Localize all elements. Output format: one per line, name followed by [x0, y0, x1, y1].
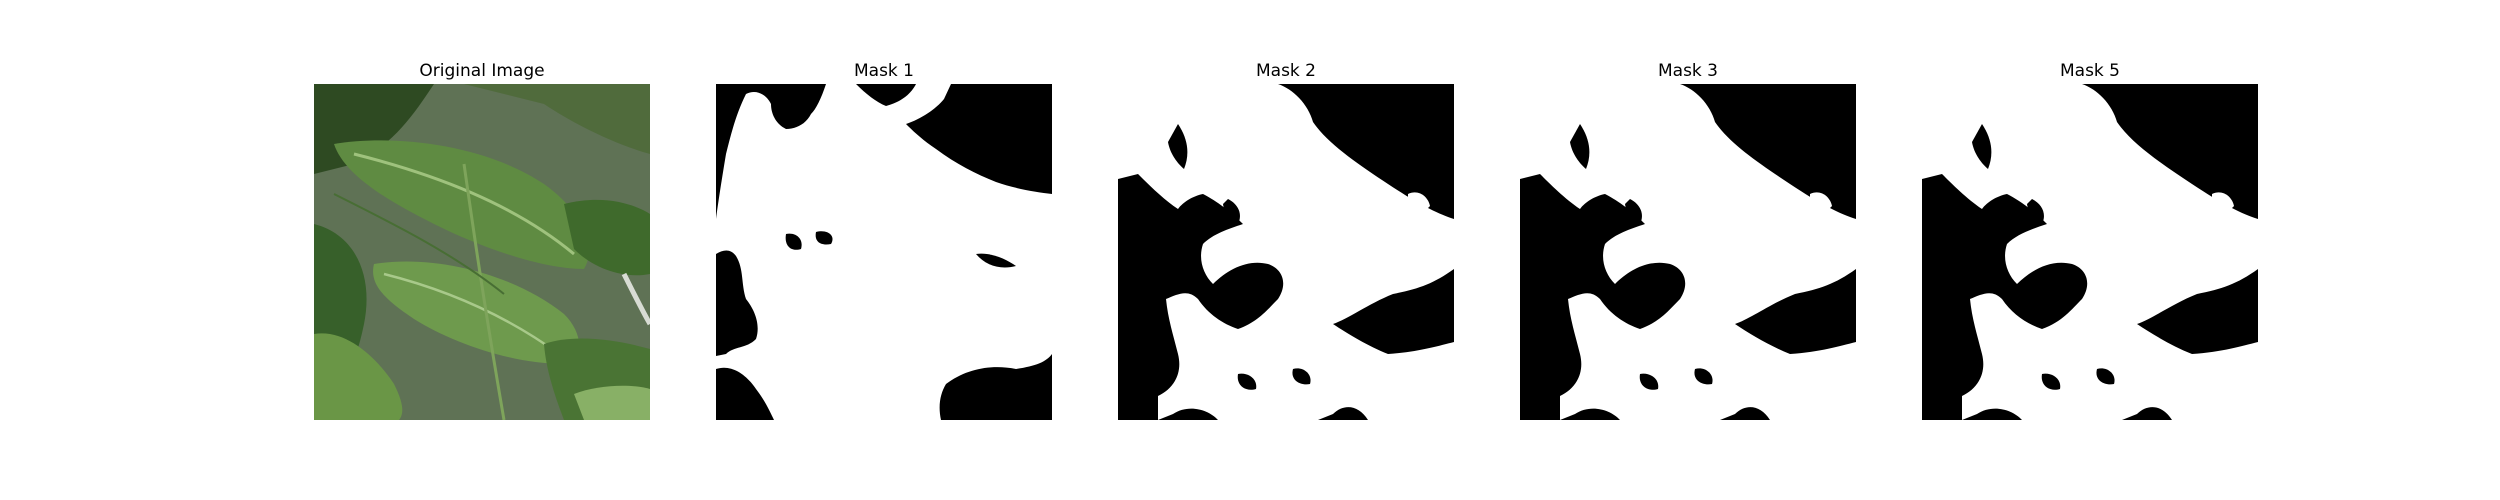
panel-title: Mask 2 [1255, 61, 1316, 81]
mask-5-image [1922, 84, 2258, 420]
panel-title: Mask 5 [2059, 61, 2120, 81]
mask-3-image [1520, 84, 1856, 420]
original-photo [314, 84, 650, 420]
mask-1-image [716, 84, 1052, 420]
mask-2-image [1118, 84, 1454, 420]
panel-title: Mask 3 [1657, 61, 1718, 81]
panel-title: Mask 1 [853, 61, 914, 81]
panel-title: Original Image [419, 61, 545, 81]
